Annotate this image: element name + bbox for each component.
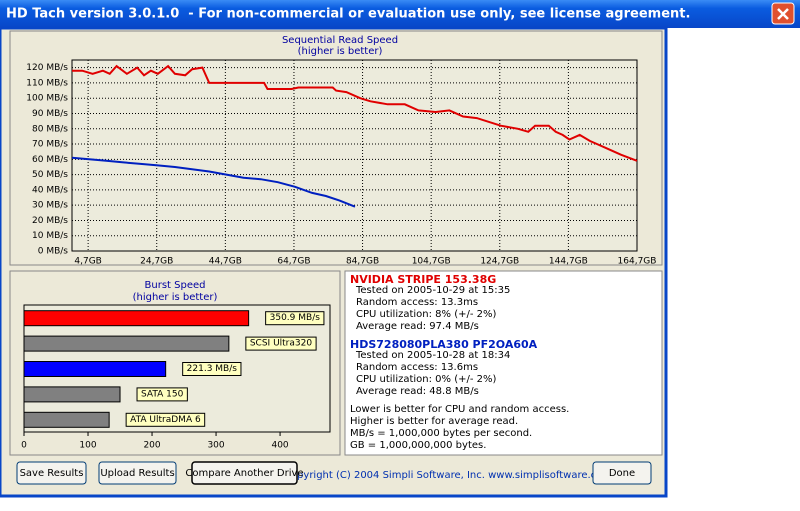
note: GB = 1,000,000,000 bytes. bbox=[350, 440, 486, 451]
note: Higher is better for average read. bbox=[350, 416, 518, 427]
value-label: SATA 150 bbox=[141, 389, 184, 399]
drive-detail: Tested on 2005-10-29 at 15:35 bbox=[355, 285, 510, 296]
button-label[interactable]: Done bbox=[609, 468, 635, 479]
x-tick-label: 24,7GB bbox=[140, 257, 173, 267]
drive-detail: CPU utilization: 0% (+/- 2%) bbox=[356, 374, 497, 385]
note: Lower is better for CPU and random acces… bbox=[350, 404, 569, 415]
y-tick-label: 40 MB/s bbox=[32, 185, 68, 195]
x-tick-label: 144,7GB bbox=[549, 257, 588, 267]
drive-detail: Average read: 97.4 MB/s bbox=[356, 321, 479, 332]
y-tick-label: 110 MB/s bbox=[26, 78, 68, 88]
y-tick-label: 30 MB/s bbox=[32, 201, 68, 211]
value-label: SCSI Ultra320 bbox=[250, 339, 313, 349]
button-label[interactable]: Compare Another Drive bbox=[185, 468, 303, 479]
y-tick-label: 70 MB/s bbox=[32, 140, 68, 150]
value-label-box bbox=[136, 387, 188, 402]
value-label-box bbox=[265, 311, 325, 326]
bar bbox=[23, 361, 167, 377]
button[interactable] bbox=[191, 461, 298, 485]
title-bar bbox=[0, 0, 800, 28]
button[interactable] bbox=[16, 461, 87, 485]
button[interactable] bbox=[98, 461, 177, 485]
y-tick-label: 80 MB/s bbox=[32, 124, 68, 134]
value-label: 350.9 MB/s bbox=[270, 313, 321, 323]
y-tick-label: 20 MB/s bbox=[32, 216, 68, 226]
value-label: 221.3 MB/s bbox=[187, 364, 238, 374]
copyright: Copyright (C) 2004 Simpli Software, Inc.… bbox=[284, 470, 612, 481]
value-label-box bbox=[125, 412, 206, 427]
drive-name: NVIDIA STRIPE 153.38G bbox=[350, 273, 496, 286]
button-label[interactable]: Save Results bbox=[20, 468, 84, 479]
bar bbox=[23, 335, 230, 352]
series-line bbox=[72, 64, 638, 162]
drive-name: HDS728080PLA380 PF2OA60A bbox=[350, 338, 538, 351]
button[interactable] bbox=[592, 461, 652, 485]
button-label[interactable]: Upload Results bbox=[100, 468, 174, 479]
y-tick-label: 60 MB/s bbox=[32, 155, 68, 165]
bar-subtitle: (higher is better) bbox=[133, 292, 218, 303]
value-label: ATA UltraDMA 6 bbox=[130, 415, 201, 425]
drive-detail: Random access: 13.3ms bbox=[356, 297, 478, 308]
y-tick-label: 100 MB/s bbox=[26, 94, 68, 104]
bar bbox=[23, 411, 110, 428]
line-plot-area bbox=[71, 59, 638, 252]
x-tick-label: 64,7GB bbox=[277, 257, 310, 267]
drive-detail: CPU utilization: 8% (+/- 2%) bbox=[356, 309, 497, 320]
bar bbox=[23, 386, 121, 403]
y-tick-label: 0 MB/s bbox=[38, 247, 69, 257]
series-line bbox=[71, 156, 356, 208]
note: MB/s = 1,000,000 bytes per second. bbox=[350, 428, 532, 439]
y-tick-label: 10 MB/s bbox=[32, 231, 68, 241]
line-subtitle: (higher is better) bbox=[298, 46, 383, 57]
drive-detail: Random access: 13.6ms bbox=[356, 362, 478, 373]
window-title: HD Tach version 3.0.1.0 - For non-commer… bbox=[6, 7, 690, 22]
close-icon bbox=[777, 8, 789, 20]
x-tick-label: 0 bbox=[21, 441, 27, 451]
y-tick-label: 90 MB/s bbox=[32, 109, 68, 119]
x-tick-label: 164,7GB bbox=[618, 257, 657, 267]
x-tick-label: 400 bbox=[271, 441, 288, 451]
x-tick-label: 100 bbox=[79, 441, 96, 451]
bar bbox=[23, 310, 250, 327]
x-tick-label: 4,7GB bbox=[74, 257, 101, 267]
bar-title: Burst Speed bbox=[145, 280, 206, 291]
line-title: Sequential Read Speed bbox=[282, 35, 398, 46]
x-tick-label: 124,7GB bbox=[480, 257, 519, 267]
value-label-box bbox=[182, 362, 242, 376]
x-tick-label: 200 bbox=[143, 441, 160, 451]
info-panel bbox=[344, 270, 663, 456]
drive-detail: Average read: 48.8 MB/s bbox=[356, 386, 479, 397]
y-tick-label: 120 MB/s bbox=[26, 63, 68, 73]
x-tick-label: 300 bbox=[207, 441, 224, 451]
x-tick-label: 84,7GB bbox=[346, 257, 379, 267]
drive-detail: Tested on 2005-10-28 at 18:34 bbox=[355, 350, 510, 361]
x-tick-label: 104,7GB bbox=[412, 257, 451, 267]
value-label-box bbox=[245, 336, 317, 351]
x-tick-label: 44,7GB bbox=[209, 257, 242, 267]
y-tick-label: 50 MB/s bbox=[32, 170, 68, 180]
